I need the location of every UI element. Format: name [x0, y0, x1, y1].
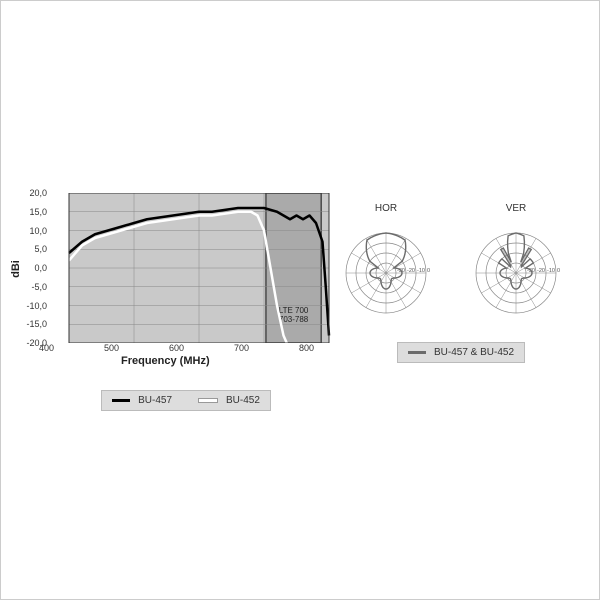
polar-ver-plot: 0-10-20-30 [466, 218, 566, 318]
x-tick: 700 [234, 343, 249, 353]
y-tick: 15,0 [21, 207, 47, 217]
svg-text:-10: -10 [547, 268, 555, 274]
svg-text:-10: -10 [417, 268, 425, 274]
y-tick: 20,0 [21, 188, 47, 198]
legend-swatch-bu452 [198, 398, 218, 403]
polar-hor-title: HOR [331, 203, 441, 214]
polar-legend-text: BU-457 & BU-452 [434, 347, 514, 358]
y-tick: 0,0 [21, 263, 47, 273]
legend-swatch-bu457 [112, 399, 130, 402]
polar-hor-block: HOR 0-10-20-30 [331, 203, 441, 323]
y-tick: 10,0 [21, 226, 47, 236]
gain-legend: BU-457 BU-452 [71, 389, 301, 411]
svg-text:0: 0 [557, 268, 560, 274]
polar-ver-block: VER 0-10-20-30 [461, 203, 571, 323]
polar-ver-title: VER [461, 203, 571, 214]
svg-text:0: 0 [427, 268, 430, 274]
y-tick: 5,0 [21, 244, 47, 254]
x-tick: 800 [299, 343, 314, 353]
gain-plot: LTE 700703-788 [49, 193, 349, 343]
polar-hor-plot: 0-10-20-30 [336, 218, 436, 318]
y-tick: -15,0 [21, 319, 47, 329]
legend-text-bu452: BU-452 [226, 395, 260, 406]
x-tick: 500 [104, 343, 119, 353]
x-axis-label: Frequency (MHz) [121, 355, 210, 367]
polar-legend-swatch [408, 351, 426, 354]
svg-text:-20: -20 [407, 268, 415, 274]
x-tick: 400 [39, 343, 54, 353]
figure-container: { "gain_chart": { "type": "line", "xlabe… [0, 0, 600, 600]
x-tick: 600 [169, 343, 184, 353]
y-tick: -5,0 [21, 282, 47, 292]
y-tick: -10,0 [21, 301, 47, 311]
polar-legend: BU-457 & BU-452 [371, 341, 551, 363]
gain-chart: dBi LTE 700703-788 20,015,010,05,00,0-5,… [21, 193, 321, 373]
charts-row: dBi LTE 700703-788 20,015,010,05,00,0-5,… [21, 193, 581, 413]
svg-text:LTE 700703-788: LTE 700703-788 [279, 306, 309, 324]
svg-text:-20: -20 [537, 268, 545, 274]
legend-text-bu457: BU-457 [138, 395, 172, 406]
